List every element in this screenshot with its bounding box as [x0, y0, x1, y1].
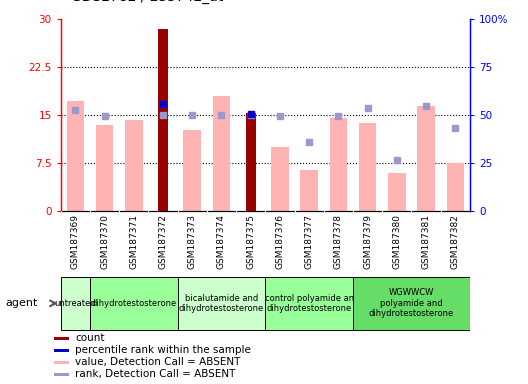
Text: agent: agent	[5, 298, 37, 308]
Bar	[54, 337, 69, 339]
Bar	[271, 147, 289, 211]
Text: GSM187379: GSM187379	[363, 214, 372, 269]
Text: GSM187377: GSM187377	[305, 214, 314, 269]
Bar	[353, 277, 470, 330]
Text: control polyamide an
dihydrotestosterone: control polyamide an dihydrotestosterone	[265, 294, 354, 313]
Bar	[158, 29, 168, 211]
Bar	[90, 277, 177, 330]
Bar	[61, 277, 90, 330]
Bar	[329, 118, 347, 211]
Text: GSM187381: GSM187381	[421, 214, 430, 269]
Bar	[246, 113, 256, 211]
Bar	[265, 277, 353, 330]
Bar	[447, 163, 464, 211]
Text: GSM187371: GSM187371	[129, 214, 138, 269]
Text: GSM187372: GSM187372	[158, 214, 167, 269]
Bar	[54, 361, 69, 364]
Text: GSM187374: GSM187374	[217, 214, 226, 269]
Bar	[96, 125, 114, 211]
Text: GSM187376: GSM187376	[276, 214, 285, 269]
Text: value, Detection Call = ABSENT: value, Detection Call = ABSENT	[76, 357, 241, 367]
Text: count: count	[76, 333, 105, 343]
Bar	[54, 349, 69, 352]
Text: percentile rank within the sample: percentile rank within the sample	[76, 345, 251, 355]
Text: GSM187373: GSM187373	[188, 214, 197, 269]
Text: GSM187370: GSM187370	[100, 214, 109, 269]
Bar	[67, 101, 84, 211]
Text: GSM187382: GSM187382	[451, 214, 460, 269]
Text: bicalutamide and
dihydrotestosterone: bicalutamide and dihydrotestosterone	[179, 294, 264, 313]
Text: WGWWCW
polyamide and
dihydrotestosterone: WGWWCW polyamide and dihydrotestosterone	[369, 288, 454, 318]
Bar	[359, 123, 376, 211]
Bar	[417, 106, 435, 211]
Text: GSM187369: GSM187369	[71, 214, 80, 269]
Bar	[300, 170, 318, 211]
Text: untreated: untreated	[54, 299, 96, 308]
Text: GSM187378: GSM187378	[334, 214, 343, 269]
Bar	[388, 173, 406, 211]
Text: GDS2782 / 235742_at: GDS2782 / 235742_at	[71, 0, 224, 4]
Text: GSM187380: GSM187380	[392, 214, 401, 269]
Bar	[213, 96, 230, 211]
Bar	[125, 120, 143, 211]
Bar	[177, 277, 266, 330]
Bar	[184, 130, 201, 211]
Text: GSM187375: GSM187375	[246, 214, 255, 269]
Text: dihydrotestosterone: dihydrotestosterone	[91, 299, 176, 308]
Text: rank, Detection Call = ABSENT: rank, Detection Call = ABSENT	[76, 369, 235, 379]
Bar	[54, 373, 69, 376]
